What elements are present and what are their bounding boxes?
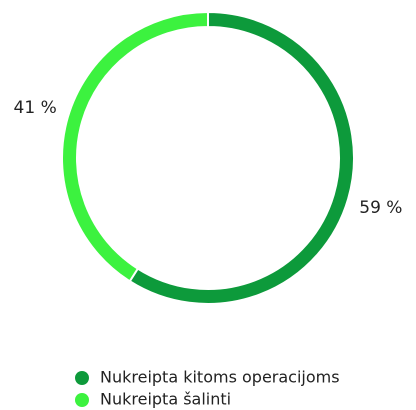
legend-marker bbox=[75, 393, 89, 407]
legend-marker bbox=[75, 371, 89, 385]
data-label: 41 % bbox=[14, 98, 57, 118]
legend-label: Nukreipta šalinti bbox=[100, 390, 231, 409]
donut: 59 % 41 % bbox=[14, 10, 402, 305]
donut-slice bbox=[61, 10, 209, 283]
legend-label: Nukreipta kitoms operacijoms bbox=[100, 368, 340, 387]
legend: Nukreipta kitoms operacijoms Nukreipta ša… bbox=[75, 368, 340, 409]
donut-slice bbox=[128, 10, 355, 305]
data-label: 59 % bbox=[359, 198, 402, 218]
